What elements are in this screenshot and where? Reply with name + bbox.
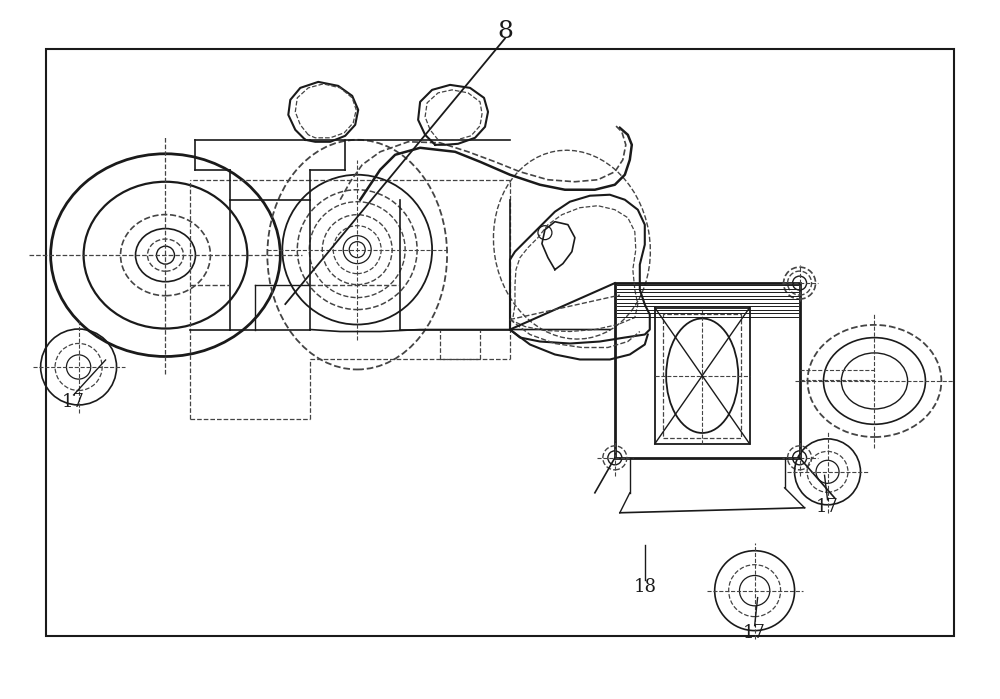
Text: 18: 18 [633,578,656,596]
Text: 8: 8 [497,20,513,43]
Bar [615,283,800,458]
Bar [46,49,954,636]
Text: 17: 17 [62,393,85,411]
Text: 17: 17 [743,624,766,642]
Text: 17: 17 [816,498,839,516]
Bar [663,314,741,438]
Bar [655,308,750,444]
